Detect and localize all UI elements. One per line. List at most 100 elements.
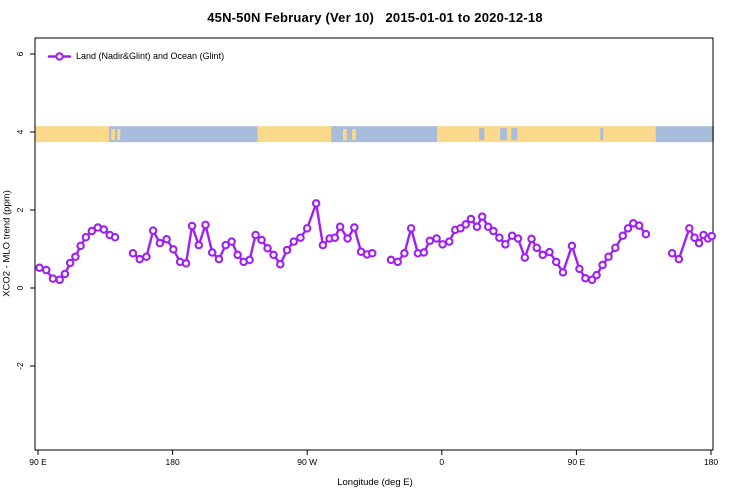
plot-box xyxy=(34,37,714,451)
data-point xyxy=(495,233,504,242)
data-point xyxy=(142,252,151,262)
data-point xyxy=(233,250,242,260)
data-point xyxy=(343,234,352,243)
data-point xyxy=(81,233,91,242)
data-point xyxy=(406,224,416,233)
map-strip-ocean-segment xyxy=(655,126,714,143)
data-point xyxy=(227,237,236,246)
map-strip-ocean-segment xyxy=(331,126,438,143)
map-strip-land-segment xyxy=(437,126,656,143)
data-point xyxy=(330,233,340,242)
data-point xyxy=(707,231,716,241)
data-point xyxy=(181,259,191,268)
x-tick-label: 90 E xyxy=(29,457,47,467)
data-point xyxy=(110,233,120,242)
y-axis-label: XCO2 - MLO trend (ppm) xyxy=(1,190,13,297)
map-strip-ocean-segment xyxy=(109,126,258,143)
data-point xyxy=(257,235,266,245)
data-point xyxy=(194,240,204,250)
data-point xyxy=(575,264,584,274)
data-point xyxy=(472,222,482,232)
y-tick-label: 2 xyxy=(15,207,25,212)
data-point xyxy=(201,220,210,230)
data-point xyxy=(282,245,292,255)
data-point xyxy=(527,234,536,244)
data-point xyxy=(538,250,547,260)
data-point xyxy=(674,254,684,264)
data-point xyxy=(350,223,359,232)
map-strip-island xyxy=(111,129,116,141)
map-strip-lake xyxy=(333,128,338,141)
map-strip-lake xyxy=(500,128,507,141)
data-point xyxy=(41,265,51,275)
x-tick-label: 180 xyxy=(166,457,180,467)
data-point xyxy=(592,270,601,280)
map-strip-lake xyxy=(600,128,604,141)
data-point xyxy=(169,245,178,254)
data-point xyxy=(667,249,677,258)
map-strip-lake xyxy=(479,128,485,141)
chart-title: 45N-50N February (Ver 10) 2015-01-01 to … xyxy=(207,10,543,25)
data-point xyxy=(221,240,230,250)
data-point xyxy=(611,243,620,253)
data-point xyxy=(251,230,260,240)
data-point xyxy=(245,255,254,265)
data-point xyxy=(269,250,278,260)
data-point xyxy=(489,226,498,236)
data-point xyxy=(335,222,345,232)
data-point xyxy=(400,249,409,258)
data-point xyxy=(501,240,510,249)
data-point xyxy=(425,236,435,246)
data-point xyxy=(207,248,217,257)
data-point xyxy=(532,243,542,253)
map-strip-lake xyxy=(338,128,342,141)
data-point xyxy=(35,263,44,272)
data-point xyxy=(311,199,321,208)
data-point xyxy=(558,268,568,277)
data-point xyxy=(135,254,144,264)
data-point xyxy=(318,240,328,250)
data-point xyxy=(604,252,613,262)
x-tick-label: 180 xyxy=(704,457,718,467)
x-axis-label: Longitude (deg E) xyxy=(337,477,413,488)
x-tick-label: 90 W xyxy=(297,457,317,467)
map-strip-island xyxy=(117,129,121,141)
map-strip-island xyxy=(352,129,356,141)
data-line xyxy=(389,215,648,282)
data-point xyxy=(87,226,97,236)
data-point xyxy=(567,241,577,251)
y-tick-label: 6 xyxy=(15,51,25,56)
data-point xyxy=(432,234,441,243)
data-point xyxy=(302,224,312,233)
data-point xyxy=(477,212,487,221)
data-point xyxy=(128,249,138,258)
data-point xyxy=(690,233,699,242)
data-point xyxy=(634,221,644,230)
data-point xyxy=(466,214,476,224)
data-point xyxy=(162,235,171,244)
data-point xyxy=(76,241,85,251)
x-tick-label: 90 E xyxy=(568,457,586,467)
data-point xyxy=(187,221,197,231)
legend-marker-icon xyxy=(55,52,64,61)
map-strip-land-segment xyxy=(35,126,110,143)
data-point xyxy=(598,260,607,270)
data-point xyxy=(60,269,70,279)
data-point xyxy=(71,252,80,262)
y-tick-label: 4 xyxy=(15,129,25,134)
data-point xyxy=(155,238,165,248)
data-point xyxy=(513,234,523,243)
data-point xyxy=(461,220,470,229)
data-point xyxy=(581,273,590,283)
data-point xyxy=(419,248,429,257)
data-point xyxy=(618,231,628,240)
data-point xyxy=(520,253,530,262)
data-point xyxy=(545,247,554,257)
data-point xyxy=(438,240,447,249)
y-tick-label: 0 xyxy=(15,285,25,290)
data-point xyxy=(445,237,454,246)
data-point xyxy=(551,257,561,267)
data-point xyxy=(694,238,704,248)
